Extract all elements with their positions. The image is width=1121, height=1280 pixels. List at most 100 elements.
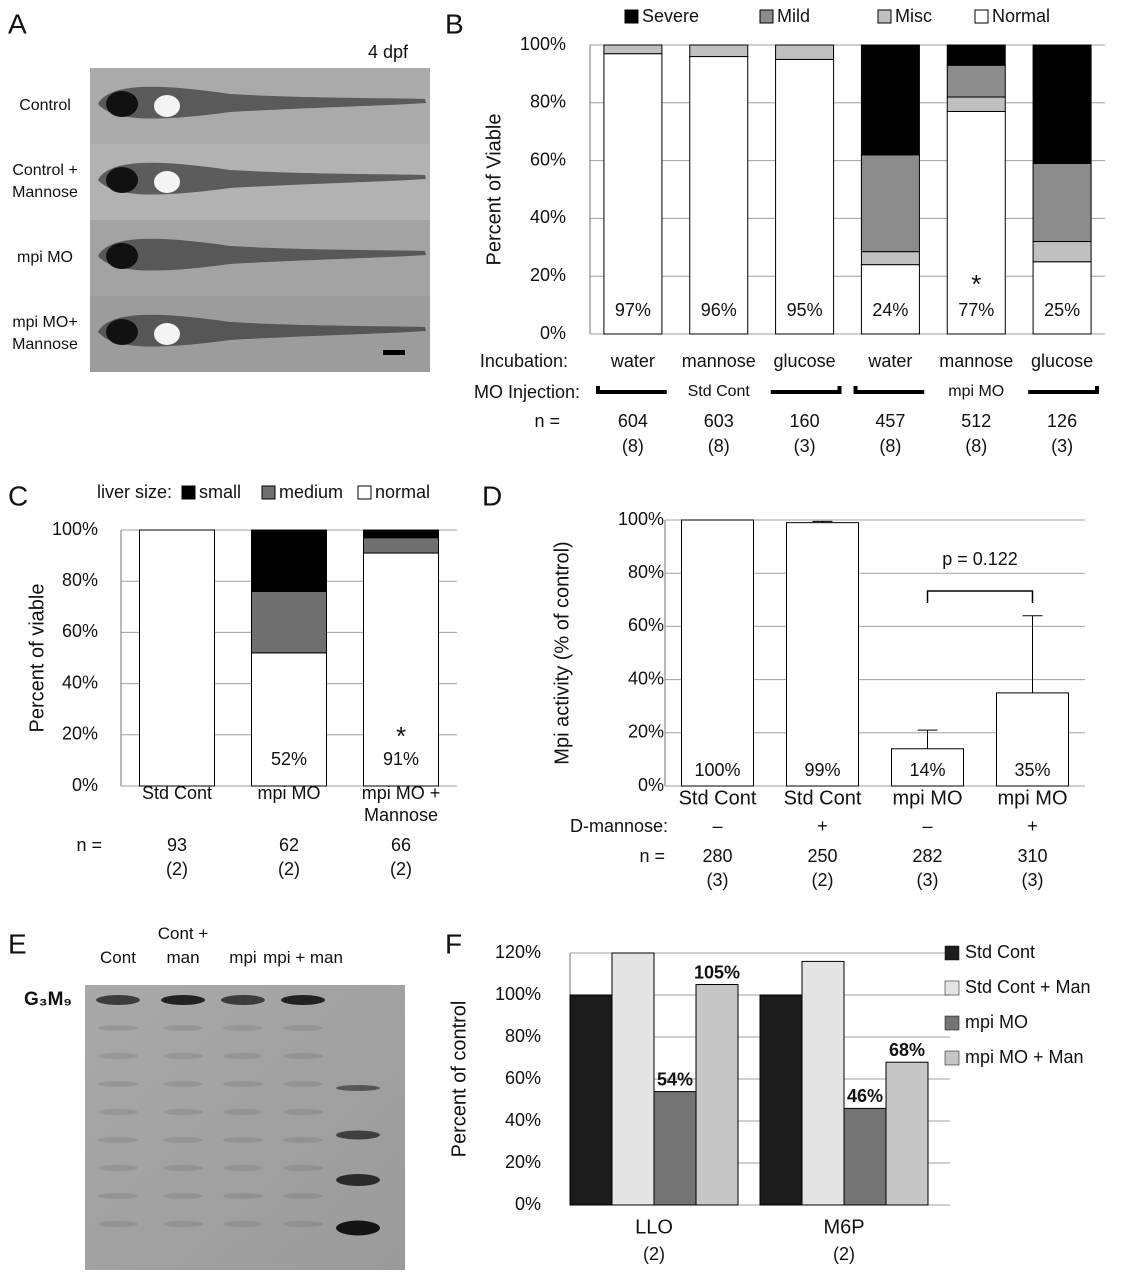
legend-label: mpi MO + Man: [965, 1047, 1084, 1067]
row-label-box: Control + Mannose: [12, 162, 78, 201]
x-tick-sublabel: (2): [643, 1244, 665, 1264]
bar-segment: [1032, 162, 1092, 243]
n-label: n =: [76, 835, 102, 855]
faint-band: [98, 1109, 138, 1115]
bar-segment: [775, 44, 835, 60]
larva: [98, 162, 426, 195]
bar-segment: [603, 53, 663, 335]
gel-band: [221, 995, 265, 1005]
y-axis-title: Mpi activity (% of control): [551, 541, 573, 764]
lane-label-box: mpi: [229, 948, 256, 967]
bar: [885, 1061, 929, 1206]
legend-label: Mild: [777, 6, 810, 26]
gel-band: [281, 995, 325, 1005]
bar-segment: [363, 537, 439, 554]
panel-letter: E: [8, 928, 27, 959]
y-tick-label: 60%: [62, 621, 98, 641]
faint-band: [283, 1081, 323, 1087]
bar-segment: [1032, 241, 1092, 263]
bar: [996, 692, 1069, 787]
x-tick-label: mannose: [939, 351, 1013, 371]
x-tick-label: Std Cont: [679, 787, 757, 809]
faint-band: [283, 1193, 323, 1199]
faint-band: [223, 1137, 263, 1143]
x-tick-label: mpi MO: [893, 787, 963, 809]
y-tick-label: 120%: [495, 942, 541, 962]
y-tick-label: 100%: [618, 509, 664, 529]
y-tick-label: 80%: [62, 570, 98, 590]
faint-band: [223, 1081, 263, 1087]
n-label: n =: [534, 411, 560, 431]
bar: [653, 1091, 697, 1206]
bar-segment: [251, 590, 327, 654]
bar-segment: [775, 58, 835, 335]
x-tick-label: mpi MO: [257, 783, 321, 803]
row-label: MO Injection:: [474, 382, 580, 402]
larva: [98, 86, 426, 119]
faint-band: [223, 1109, 263, 1115]
bar-segment: [689, 44, 749, 58]
faint-band: [163, 1165, 203, 1171]
bar-segment: [251, 529, 327, 592]
bar: [843, 1107, 887, 1206]
legend-label: small: [199, 482, 241, 502]
n-sub: (3): [917, 870, 939, 890]
y-tick-label: 80%: [530, 92, 566, 112]
y-tick-label: 20%: [62, 724, 98, 744]
value-label: 54%: [657, 1069, 693, 1089]
value-label: 14%: [909, 760, 945, 780]
n-value: 280: [702, 846, 732, 866]
x-tick-label-box: Std Cont: [141, 783, 213, 803]
faint-band: [223, 1193, 263, 1199]
bar: [759, 994, 803, 1206]
y-tick-label: 60%: [530, 149, 566, 169]
n-value: 603: [704, 411, 734, 431]
row-label: Control + Mannose: [12, 162, 78, 201]
larva: [98, 238, 426, 271]
x-tick-label: Std Cont: [141, 783, 213, 803]
faint-band: [163, 1221, 203, 1227]
larva-eye: [106, 243, 138, 269]
bar-segment: [946, 110, 1006, 335]
faint-band: [163, 1109, 203, 1115]
error-bar: [812, 520, 833, 523]
y-axis-title: Percent of Viable: [483, 114, 505, 266]
larva-eye: [106, 91, 138, 117]
n-value: 310: [1017, 846, 1047, 866]
band-label: G₃M₉: [24, 989, 72, 1010]
y-tick-label: 0%: [638, 775, 664, 795]
panel-letter: B: [445, 8, 464, 39]
value-label: 99%: [804, 760, 840, 780]
n-sub: (2): [166, 859, 188, 879]
gel-band: [161, 995, 205, 1005]
significance-mark: *: [396, 721, 406, 751]
n-label: n =: [639, 846, 665, 866]
n-value: 93: [167, 835, 187, 855]
error-bar: [1022, 615, 1043, 693]
group-label: Std Cont: [688, 383, 751, 400]
n-value: 126: [1047, 411, 1077, 431]
stage-label: 4 dpf: [368, 42, 409, 62]
legend-swatch: [877, 9, 892, 24]
faint-band: [98, 1025, 138, 1031]
ladder-band: [336, 1174, 380, 1186]
legend-label: Normal: [992, 6, 1050, 26]
legend-label: normal: [375, 482, 430, 502]
legend-swatch: [944, 945, 960, 961]
legend-label: Severe: [642, 6, 699, 26]
y-tick-label: 100%: [520, 34, 566, 54]
row-value: –: [922, 816, 932, 836]
n-sub: (8): [965, 436, 987, 456]
bar: [695, 984, 739, 1206]
y-tick-label: 0%: [515, 1194, 541, 1214]
n-sub: (2): [278, 859, 300, 879]
faint-band: [163, 1193, 203, 1199]
larva-eye: [106, 319, 138, 345]
n-value: 160: [790, 411, 820, 431]
bar-segment: [363, 552, 439, 787]
n-sub: (3): [1022, 870, 1044, 890]
bar-segment: [946, 64, 1006, 98]
x-tick-label-box: mpi MO: [257, 783, 321, 803]
legend-label: Misc: [895, 6, 932, 26]
legend-label: mpi MO: [965, 1012, 1028, 1032]
